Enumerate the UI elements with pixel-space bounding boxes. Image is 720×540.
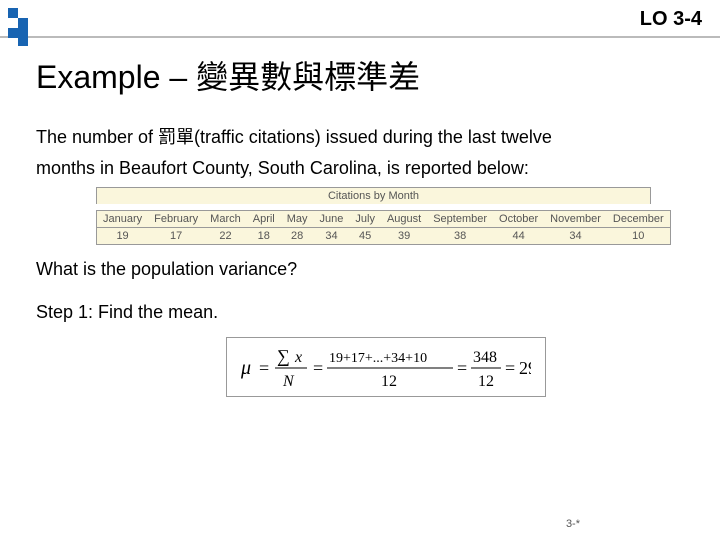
table-caption: Citations by Month [96,187,651,204]
td: 38 [427,228,493,245]
td: 22 [204,228,247,245]
th: May [281,211,314,228]
citations-table: January February March April May June Ju… [96,210,671,245]
svg-text:=: = [313,358,323,378]
svg-text:12: 12 [478,373,494,390]
step-1-label: Step 1: Find the mean. [36,302,692,323]
intro-line-1: The number of 罰單(traffic citations) issu… [36,126,692,149]
svg-text:∑: ∑ [277,346,290,366]
th: December [607,211,670,228]
mean-formula: μ = ∑ x N = 19+17+...+34+10 12 = 348 12 … [226,337,546,397]
table-row: 19 17 22 18 28 34 45 39 38 44 34 10 [97,228,671,245]
svg-text:x: x [294,349,302,366]
td: 39 [381,228,427,245]
slide-content: Example – 變異數與標準差 The number of 罰單(traff… [0,38,720,402]
svg-text:=: = [505,358,515,378]
th: January [97,211,149,228]
question-text: What is the population variance? [36,259,692,280]
svg-text:=: = [259,358,269,378]
svg-text:μ: μ [241,357,251,379]
th: April [247,211,281,228]
intro-line-2: months in Beaufort County, South Carolin… [36,157,692,180]
th: September [427,211,493,228]
td: 10 [607,228,670,245]
formula-sum-expr: 19+17+...+34+10 [329,351,427,366]
th: October [493,211,544,228]
slide-title: Example – 變異數與標準差 [36,52,692,98]
td: 28 [281,228,314,245]
td: 44 [493,228,544,245]
th: June [314,211,350,228]
td: 17 [148,228,204,245]
td: 34 [544,228,607,245]
td: 19 [97,228,149,245]
td: 45 [349,228,381,245]
th: August [381,211,427,228]
td: 34 [314,228,350,245]
header-bar: LO 3-4 [0,0,720,38]
svg-text:=: = [457,358,467,378]
formula-N: 12 [381,373,397,390]
lo-code: LO 3-4 [640,8,702,31]
th: February [148,211,204,228]
th: July [349,211,381,228]
th: November [544,211,607,228]
table-header-row: January February March April May June Ju… [97,211,671,228]
td: 18 [247,228,281,245]
formula-result: 29 [519,358,531,378]
page-number: 3-* [566,518,580,530]
svg-text:N: N [282,373,295,390]
formula-sum: 348 [473,349,497,366]
th: March [204,211,247,228]
